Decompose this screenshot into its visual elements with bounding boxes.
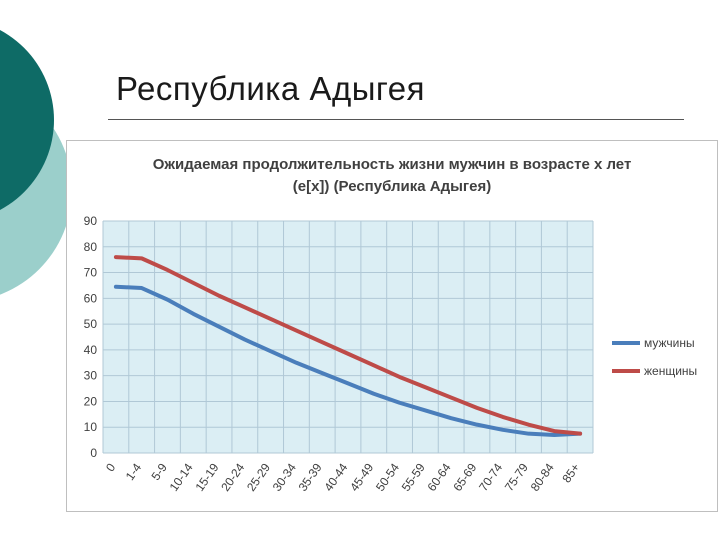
y-tick-label: 80 <box>84 240 98 254</box>
life-expectancy-chart: Ожидаемая продолжительность жизни мужчин… <box>84 156 698 494</box>
y-tick-label: 0 <box>90 446 97 460</box>
legend-label: женщины <box>644 364 697 378</box>
x-tick-label: 15-19 <box>192 460 221 493</box>
chart-subtitle: (e[x]) (Республика Адыгея) <box>293 178 492 195</box>
x-tick-label: 75-79 <box>502 460 531 493</box>
y-tick-label: 70 <box>84 266 98 280</box>
y-tick-label: 60 <box>84 291 98 305</box>
chart-title: Ожидаемая продолжительность жизни мужчин… <box>153 156 632 173</box>
plot-area <box>103 221 593 453</box>
x-tick-label: 1-4 <box>123 460 145 483</box>
series-line <box>113 284 583 437</box>
chart-frame: Ожидаемая продолжительность жизни мужчин… <box>66 140 718 512</box>
y-tick-label: 30 <box>84 369 98 383</box>
x-tick-label: 20-24 <box>218 460 247 493</box>
y-tick-label: 50 <box>84 317 98 331</box>
x-tick-label: 45-49 <box>347 460 376 493</box>
title-divider <box>108 119 684 120</box>
legend-label: мужчины <box>644 336 695 350</box>
x-tick-label: 35-39 <box>296 460 325 493</box>
y-tick-label: 90 <box>84 214 98 228</box>
x-tick-label: 30-34 <box>270 460 299 493</box>
x-tick-label: 80-84 <box>528 460 557 493</box>
x-tick-label: 60-64 <box>425 460 454 493</box>
y-tick-label: 40 <box>84 343 98 357</box>
y-tick-label: 20 <box>84 394 98 408</box>
x-tick-label: 65-69 <box>450 460 479 493</box>
x-tick-label: 10-14 <box>167 460 196 493</box>
x-tick-label: 70-74 <box>476 460 505 493</box>
decorative-dark-circle <box>0 30 54 210</box>
slide-title: Республика Адыгея <box>116 70 425 107</box>
series-line <box>113 255 583 436</box>
x-tick-label: 5-9 <box>149 460 171 483</box>
x-tick-label: 40-44 <box>321 460 350 493</box>
x-tick-label: 85+ <box>559 461 582 486</box>
x-tick-label: 25-29 <box>244 460 273 493</box>
x-tick-label: 50-54 <box>373 460 402 493</box>
x-tick-label: 55-59 <box>399 460 428 493</box>
x-tick-label: 0 <box>103 460 118 474</box>
y-tick-label: 10 <box>84 420 98 434</box>
